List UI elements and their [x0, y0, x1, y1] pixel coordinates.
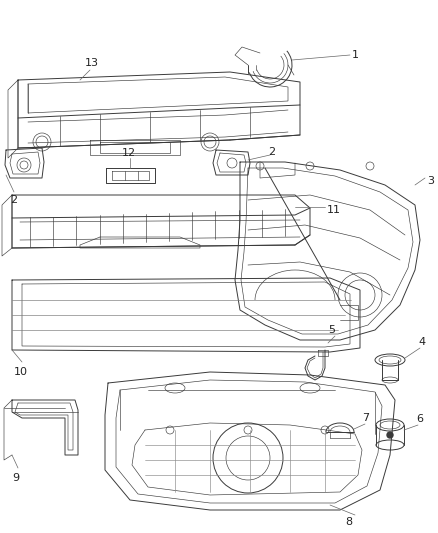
Text: 13: 13: [85, 58, 99, 68]
Text: 2: 2: [10, 195, 17, 205]
Text: 7: 7: [362, 413, 369, 423]
Text: 1: 1: [352, 50, 359, 60]
Text: 9: 9: [12, 473, 19, 483]
Text: 3: 3: [427, 176, 434, 186]
Text: 4: 4: [418, 337, 425, 347]
Text: 12: 12: [122, 148, 136, 158]
Text: 5: 5: [328, 325, 336, 335]
Text: 2: 2: [268, 147, 275, 157]
Text: 11: 11: [327, 205, 341, 215]
Circle shape: [387, 432, 393, 438]
Text: 6: 6: [416, 414, 423, 424]
Text: 10: 10: [14, 367, 28, 377]
Text: 8: 8: [345, 517, 352, 527]
